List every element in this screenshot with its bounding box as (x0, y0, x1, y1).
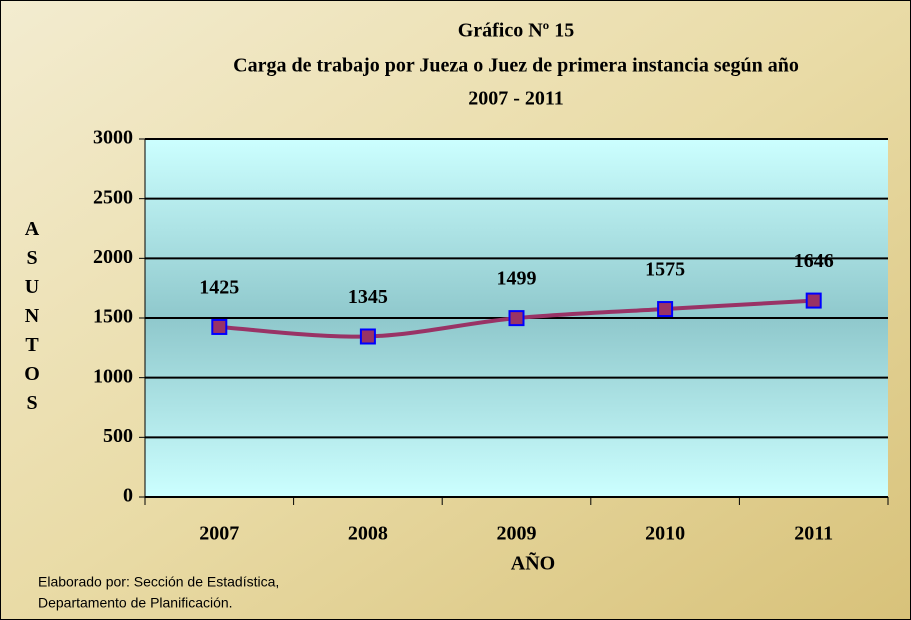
data-label: 1345 (348, 286, 388, 308)
y-tick-label: 3000 (93, 127, 133, 149)
y-tick-label: 2000 (93, 246, 133, 268)
chart-title: Gráfico Nº 15 (458, 20, 575, 42)
x-tick-label: 2009 (497, 523, 537, 545)
data-label: 1646 (794, 250, 834, 272)
marker (508, 310, 525, 327)
y-tick-label: 500 (103, 425, 133, 447)
y-tick-label: 0 (123, 485, 133, 507)
x-tick-label: 2011 (794, 523, 833, 545)
y-tick-label: 2500 (93, 186, 133, 208)
chart-title: Carga de trabajo por Jueza o Juez de pri… (233, 55, 799, 77)
marker (359, 328, 376, 345)
x-axis-label: AÑO (511, 552, 555, 575)
data-label: 1575 (645, 259, 685, 281)
y-tick-label: 1500 (93, 306, 133, 328)
chart-title: 2007 - 2011 (468, 88, 564, 110)
x-tick-label: 2010 (645, 523, 685, 545)
footnote: Departamento de Planificación. (38, 595, 233, 611)
data-label: 1425 (199, 277, 239, 299)
marker (657, 301, 674, 318)
marker (211, 318, 228, 335)
footnote: Elaborado por: Sección de Estadística, (38, 574, 279, 590)
x-tick-label: 2008 (348, 523, 388, 545)
x-tick-label: 2007 (199, 523, 239, 545)
marker (805, 292, 822, 309)
y-tick-label: 1000 (93, 365, 133, 387)
data-label: 1499 (497, 268, 537, 290)
